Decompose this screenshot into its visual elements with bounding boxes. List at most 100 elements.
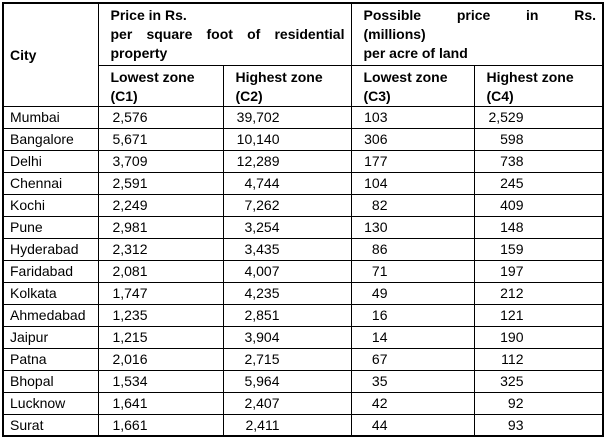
c4-cell: 409 [473, 193, 604, 217]
c2-cell: 3,435 [222, 237, 352, 261]
c4-cell: 2,529 [473, 105, 604, 129]
c2-value: 12,289 [236, 153, 280, 169]
c2-value: 3,254 [244, 219, 280, 235]
city-cell: Bhopal [2, 369, 99, 393]
table-row: Surat 1,661 2,411 44 93 [2, 413, 604, 437]
sub-header-row: Lowest zone (C1) Highest zone (C2) Lowes… [3, 64, 604, 107]
c3-value: 306 [364, 131, 388, 147]
c4-value: 409 [500, 197, 524, 213]
c4-header-line2: (C4) [486, 87, 514, 104]
c1-value: 1,235 [112, 307, 148, 323]
c2-value: 2,407 [244, 395, 280, 411]
c3-cell: 306 [350, 127, 475, 151]
c4-cell: 197 [473, 259, 604, 283]
c1-cell: 2,981 [97, 215, 224, 239]
c3-cell: 67 [350, 347, 475, 371]
c1-value: 2,249 [112, 197, 148, 213]
group1-line3: property [110, 45, 168, 61]
column-header-c4: Highest zone (C4) [473, 64, 604, 107]
c2-value: 4,744 [244, 175, 280, 191]
c3-value: 35 [371, 373, 388, 389]
c3-cell: 104 [350, 171, 475, 195]
c2-cell: 7,262 [222, 193, 352, 217]
c1-value: 2,312 [112, 241, 148, 257]
c4-cell: 92 [473, 391, 604, 415]
c3-value: 130 [364, 219, 388, 235]
c2-value: 3,904 [244, 329, 280, 345]
c2-cell: 39,702 [222, 105, 352, 129]
c1-cell: 5,671 [97, 127, 224, 151]
c3-value: 104 [364, 175, 388, 191]
c2-cell: 2,715 [222, 347, 352, 371]
c3-cell: 35 [350, 369, 475, 393]
table-row: Delhi 3,709 12,289 177 738 [2, 149, 604, 173]
table-header: City Price in Rs. per square foot of res… [2, 2, 604, 107]
c4-value: 325 [500, 373, 524, 389]
group1-line2: per square foot of residential [110, 26, 345, 42]
c1-value: 3,709 [112, 153, 148, 169]
c2-cell: 2,851 [222, 303, 352, 327]
c1-cell: 1,235 [97, 303, 224, 327]
c3-cell: 130 [350, 215, 475, 239]
c4-cell: 325 [473, 369, 604, 393]
c2-header-line2: (C2) [235, 87, 263, 104]
c1-value: 1,215 [112, 329, 148, 345]
c2-cell: 4,744 [222, 171, 352, 195]
c4-value: 121 [500, 307, 524, 323]
table-row: Bhopal 1,534 5,964 35 325 [2, 369, 604, 393]
c4-value: 93 [507, 416, 524, 433]
c4-cell: 93 [473, 413, 604, 437]
c3-value: 44 [371, 416, 388, 433]
column-header-c2: Highest zone (C2) [222, 64, 352, 107]
c3-value: 177 [364, 153, 388, 169]
c1-cell: 2,312 [97, 237, 224, 261]
group-header-sqft-price: Price in Rs. per square foot of resident… [97, 2, 352, 66]
c3-cell: 44 [350, 413, 475, 437]
city-cell: Hyderabad [2, 237, 99, 261]
table-row: Pune 2,981 3,254 130 148 [2, 215, 604, 239]
c2-cell: 10,140 [222, 127, 352, 151]
group-header-acre-price: Possible price in Rs. (millions) per acr… [350, 2, 604, 66]
column-header-c1: Lowest zone (C1) [97, 64, 224, 107]
c1-cell: 1,641 [97, 391, 224, 415]
c2-value: 3,435 [244, 241, 280, 257]
c1-cell: 3,709 [97, 149, 224, 173]
city-cell: Mumbai [2, 105, 99, 129]
c3-value: 49 [371, 285, 388, 301]
table-row: Faridabad 2,081 4,007 71 197 [2, 259, 604, 283]
group1-line1: Price in Rs. [110, 7, 187, 23]
c2-value: 4,007 [244, 263, 280, 279]
c1-value: 1,747 [112, 285, 148, 301]
c3-value: 14 [371, 329, 388, 345]
c2-cell: 3,254 [222, 215, 352, 239]
c4-value: 2,529 [488, 109, 524, 125]
c4-value: 190 [500, 329, 524, 345]
c4-cell: 212 [473, 281, 604, 305]
city-cell: Jaipur [2, 325, 99, 349]
c2-cell: 4,007 [222, 259, 352, 283]
c3-cell: 71 [350, 259, 475, 283]
c3-cell: 86 [350, 237, 475, 261]
c3-value: 16 [371, 307, 388, 323]
c4-value: 598 [500, 131, 524, 147]
group2-line3: per acre of land [363, 45, 468, 61]
group2-line2: (millions) [363, 26, 426, 42]
c4-value: 112 [501, 351, 524, 367]
c3-value: 86 [371, 241, 388, 257]
c1-cell: 2,016 [97, 347, 224, 371]
c3-cell: 177 [350, 149, 475, 173]
c2-value: 10,140 [236, 131, 280, 147]
c2-header-line1: Highest zone [235, 68, 323, 85]
c2-value: 39,702 [236, 109, 280, 125]
c2-value: 5,964 [244, 373, 280, 389]
table-row: Lucknow 1,641 2,407 42 92 [2, 391, 604, 415]
c1-value: 2,576 [112, 109, 148, 125]
c3-value: 71 [371, 263, 388, 279]
table-row: Ahmedabad 1,235 2,851 16 121 [2, 303, 604, 327]
city-cell: Kochi [2, 193, 99, 217]
c1-value: 2,016 [112, 351, 148, 367]
c2-cell: 2,407 [222, 391, 352, 415]
c4-cell: 598 [473, 127, 604, 151]
c1-value: 2,981 [112, 219, 148, 235]
